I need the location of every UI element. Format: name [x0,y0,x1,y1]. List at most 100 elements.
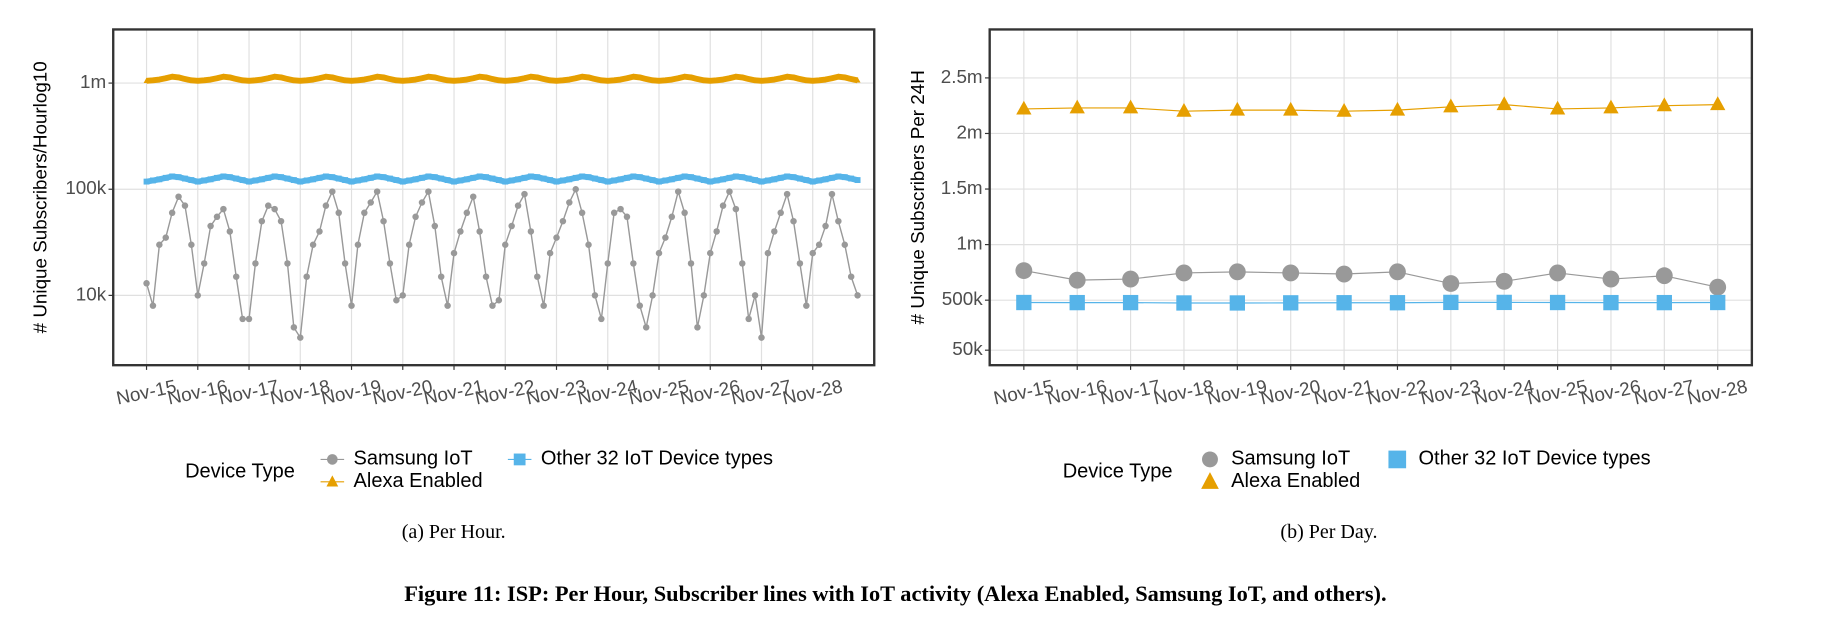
data-point [258,76,265,82]
data-point [508,222,515,230]
data-point [252,77,259,83]
data-point [1443,294,1459,311]
data-point [1122,294,1139,311]
data-point [591,292,599,299]
data-point [572,75,579,81]
data-point [534,273,541,280]
data-point [675,75,682,81]
data-point [1389,263,1406,281]
data-point [591,75,598,82]
plot-border [112,28,876,367]
data-point [732,73,739,79]
data-point [175,193,182,200]
data-point [233,175,240,182]
data-point [617,176,624,183]
data-point [1603,99,1619,114]
data-point [816,177,823,184]
data-point [598,315,605,323]
data-point [1229,295,1245,311]
data-point [373,188,381,195]
data-point [181,202,189,209]
y-tick-label: 2.5m [941,66,983,87]
data-point [547,77,554,83]
data-point [418,199,426,206]
data-point [495,77,502,83]
data-point [745,315,752,323]
data-point [585,241,592,248]
data-point [380,174,387,181]
data-point [598,77,605,83]
data-point [559,177,566,184]
legend-label: Samsung IoT [1231,448,1350,470]
data-point [1549,100,1566,115]
data-point [604,178,611,185]
data-point [688,74,694,80]
data-point [707,249,714,257]
data-point [1068,271,1086,289]
data-point [329,188,336,195]
data-point [476,173,483,180]
data-point [489,175,496,182]
data-point [694,75,701,82]
data-point [668,176,675,183]
data-point [719,202,727,209]
data-point [611,77,618,83]
data-point [854,177,861,184]
y-tick-label: 1m [956,233,982,254]
data-point [374,173,381,180]
data-point [1710,96,1726,111]
data-point [674,188,682,195]
data-point [585,74,592,80]
data-point [604,77,611,83]
data-point [252,177,259,184]
data-point [732,173,739,180]
data-point [188,77,195,83]
data-point [278,74,285,80]
data-point [803,177,810,184]
data-point [367,174,374,181]
data-point [726,188,733,195]
data-point [527,73,534,79]
data-point [764,77,771,83]
data-point [515,176,522,183]
data-point [194,77,201,83]
series-line [1023,301,1718,304]
data-point [688,174,694,181]
plot-background [989,29,1752,366]
data-point [438,75,445,82]
data-point [771,176,778,183]
data-point [335,75,342,82]
data-point [1549,264,1567,282]
data-point [713,177,720,184]
data-point [739,260,746,267]
data-point [668,213,676,221]
data-point [188,177,195,184]
data-point [1656,97,1672,112]
data-point [502,241,509,248]
data-point [1283,101,1299,116]
data-point [175,74,182,80]
data-point [201,177,208,184]
data-point [771,76,778,82]
data-point [380,217,387,225]
subcaption: (a) Per Hour. [402,521,506,543]
data-point [226,174,233,181]
data-point [758,334,765,341]
data-point [406,77,413,83]
data-point [1283,295,1299,311]
data-point [239,77,246,83]
data-point [841,241,849,248]
data-point [815,241,823,248]
data-point [662,77,669,83]
data-point [405,241,413,248]
data-point [483,174,489,181]
data-point [482,273,490,280]
data-point [611,177,618,184]
data-point [233,75,240,82]
data-point [489,75,496,82]
data-point [720,176,727,183]
data-point [303,177,310,184]
data-point [643,175,650,182]
data-point [156,176,163,183]
data-point [1122,99,1139,114]
